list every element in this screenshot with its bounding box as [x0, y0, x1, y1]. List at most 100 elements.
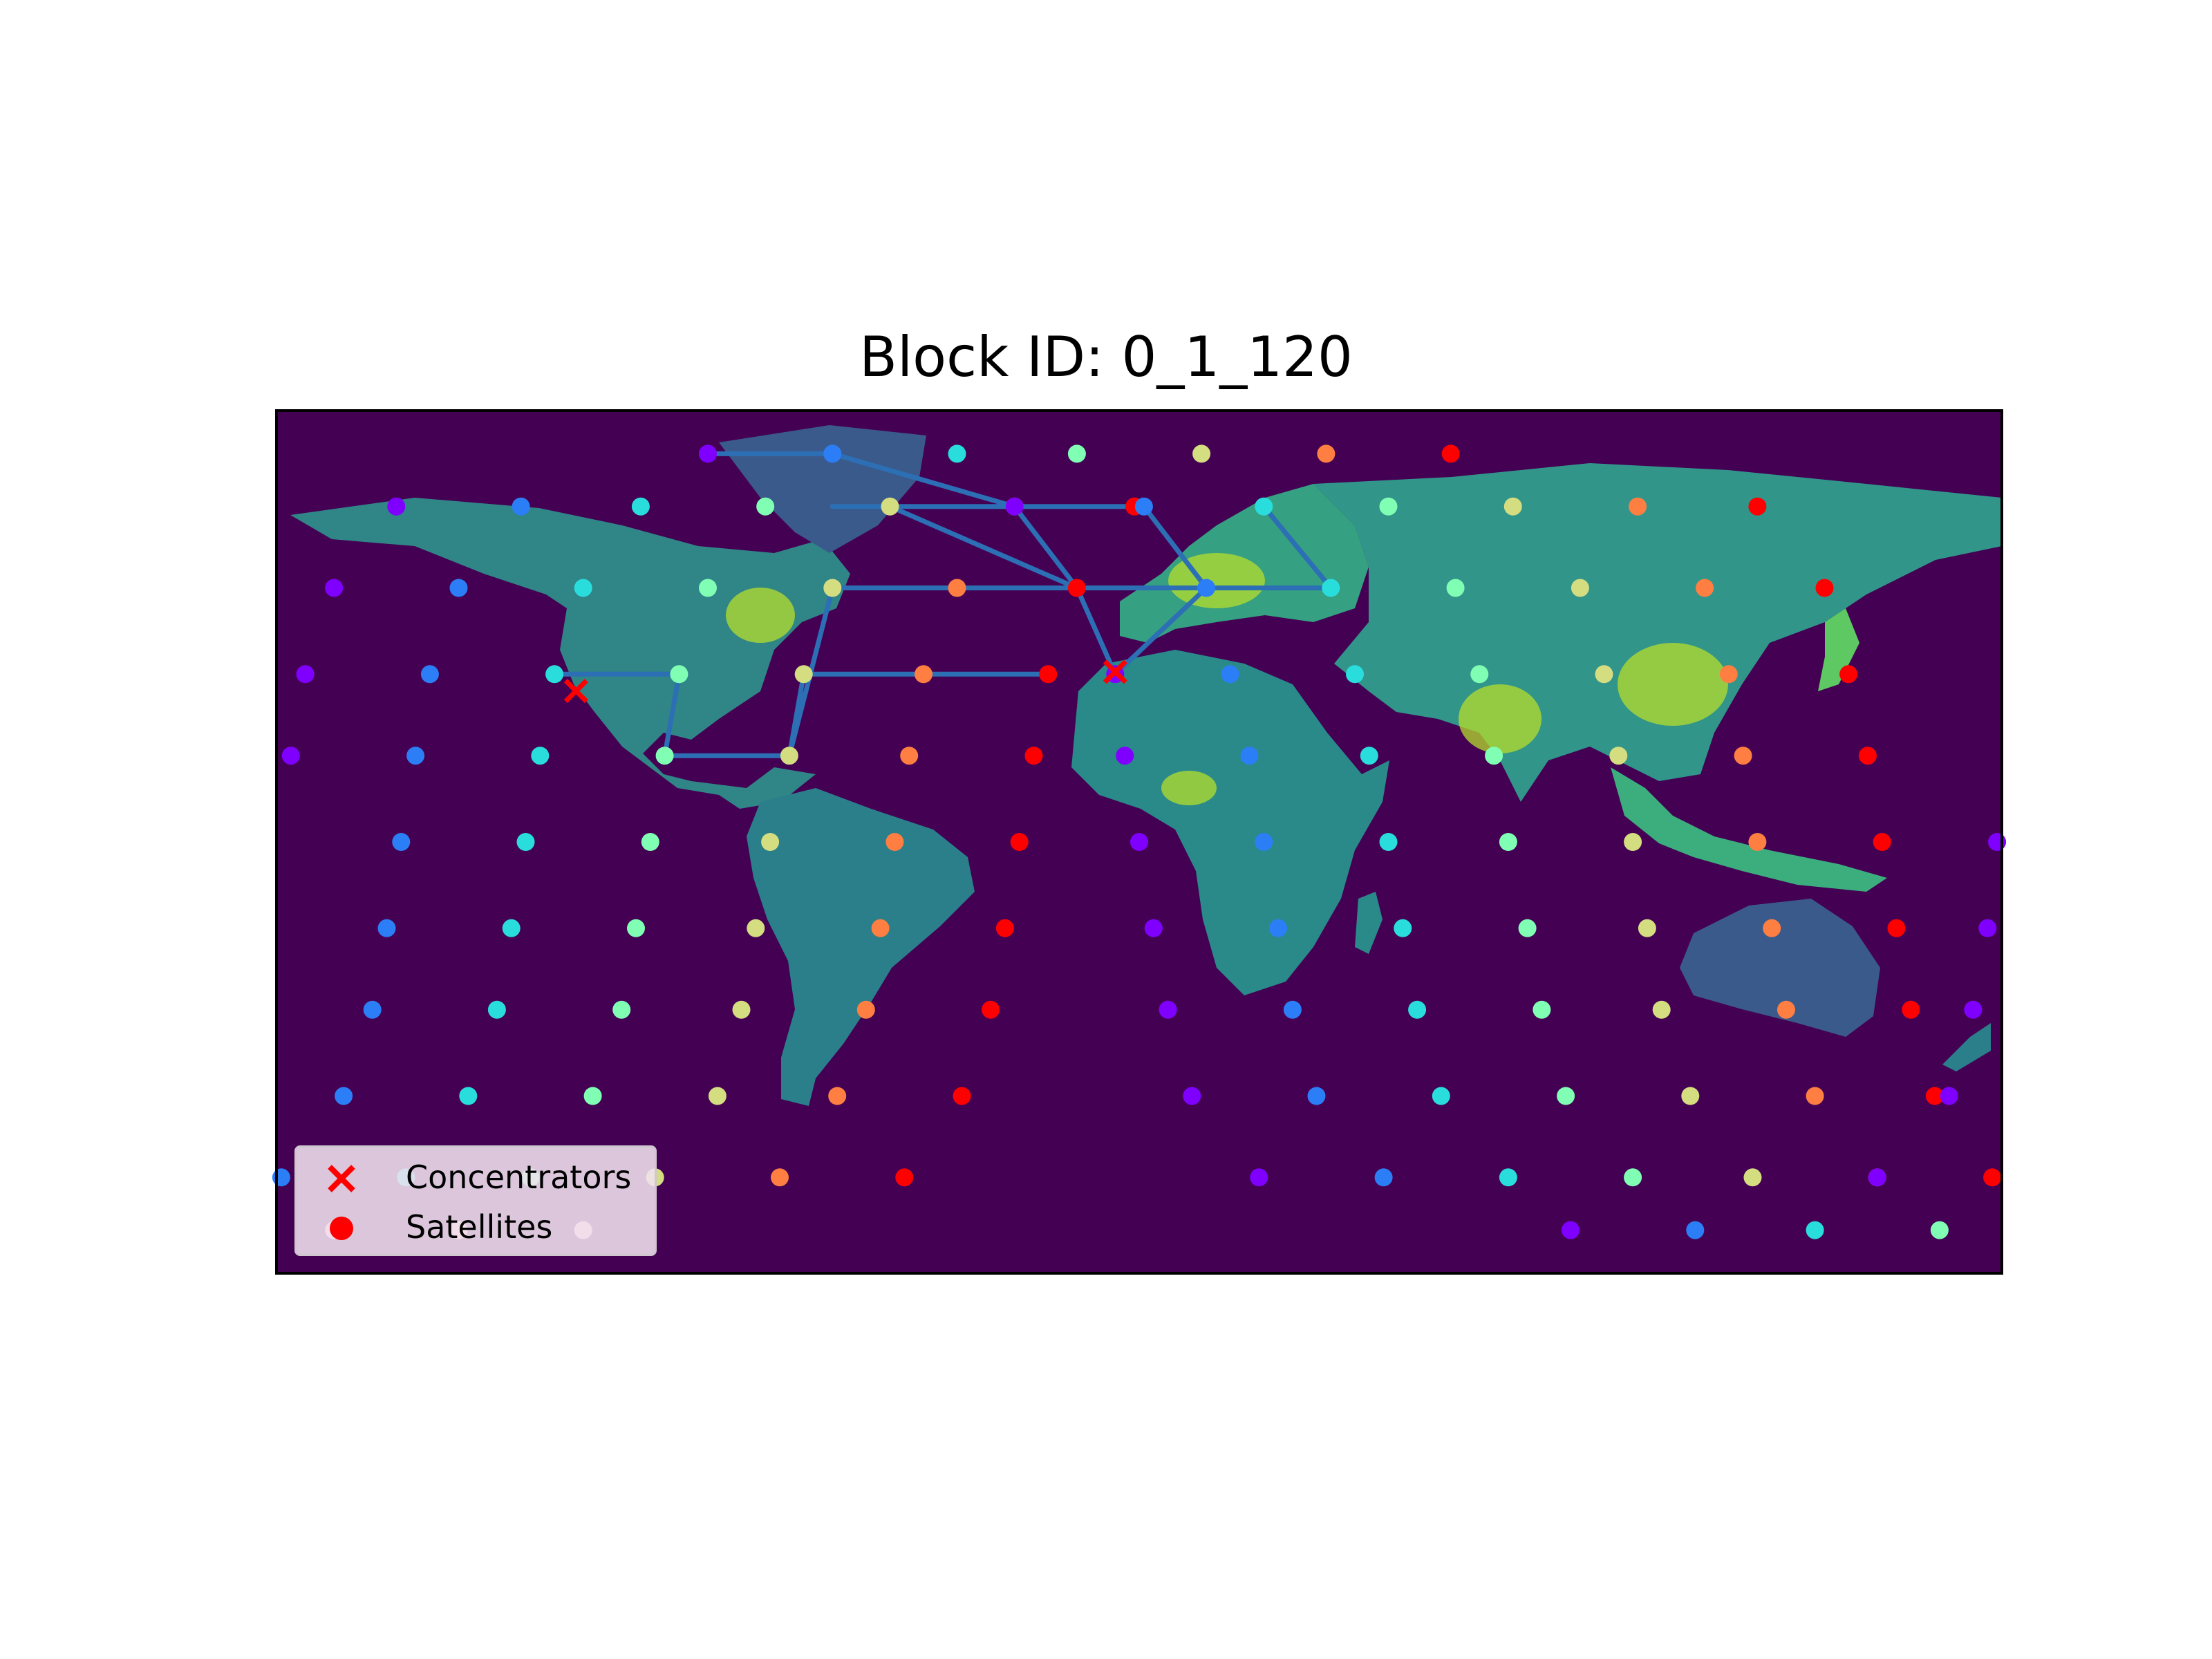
satellite-point-9-8: [1499, 1168, 1517, 1187]
land-australia: [1680, 899, 1880, 1037]
satellite-point-10-5: [1806, 1221, 1824, 1239]
satellite-point-4-9: [1360, 747, 1378, 765]
satellite-point-0-0: [699, 444, 717, 463]
satellite-point-1-7: [1005, 497, 1024, 516]
satellite-point-2-3: [699, 579, 717, 597]
land-new-zealand: [1942, 1023, 1991, 1071]
satellite-point-9-6: [1250, 1168, 1268, 1187]
satellite-point-5-9: [1499, 833, 1517, 851]
satellite-point-10-3: [1562, 1221, 1580, 1239]
satellite-point-1-4: [881, 497, 899, 516]
satellite-point-9-13: [1868, 1168, 1886, 1187]
satellite-point-5-3: [761, 833, 780, 851]
satellite-point-8-6: [1183, 1087, 1201, 1105]
density-china: [1618, 643, 1728, 726]
satellite-point-7-6: [1159, 1000, 1177, 1019]
land-africa: [1071, 650, 1389, 995]
satellite-point-2-12: [1815, 579, 1834, 597]
satellite-point-1-0: [387, 497, 406, 516]
satellite-point-4-3: [655, 747, 674, 765]
satellite-point-6-10: [1638, 919, 1656, 937]
satellite-point-7-2: [612, 1000, 631, 1019]
satellite-point-6-3: [747, 919, 765, 937]
satellite-point-1-1: [512, 497, 530, 516]
satellite-point-4-13: [1858, 747, 1877, 765]
legend: Concentrators Satellites: [294, 1145, 657, 1256]
satellite-point-7-5: [982, 1000, 1000, 1019]
satellite-point-4-11: [1609, 747, 1628, 765]
satellite-point-3-9: [1346, 665, 1364, 684]
density-us-east: [726, 588, 795, 643]
chart-title: Block ID: 0_1_120: [859, 325, 1353, 389]
satellite-point-4-0: [281, 747, 300, 765]
satellite-point-5-1: [516, 833, 535, 851]
satellite-point-8-5: [953, 1087, 971, 1105]
satellite-point-8-3: [708, 1087, 727, 1105]
satellite-point-5-13: [1988, 833, 2007, 851]
satellite-point-3-8: [1221, 665, 1239, 684]
satellite-point-8-13: [1940, 1087, 1958, 1105]
legend-item-concentrators: Concentrators: [297, 1154, 655, 1203]
satellite-point-1-13: [1748, 497, 1767, 516]
satellite-point-3-3: [670, 665, 688, 684]
satellite-point-2-1: [449, 579, 468, 597]
satellite-point-2-7: [1197, 579, 1216, 597]
satellite-point-8-12: [1925, 1087, 1944, 1105]
satellite-point-3-1: [420, 665, 439, 684]
satellite-point-2-9: [1446, 579, 1465, 597]
satellite-point-6-0: [377, 919, 396, 937]
satellite-point-0-4: [1192, 444, 1211, 463]
satellite-point-5-7: [1255, 833, 1273, 851]
satellite-point-7-12: [1902, 1000, 1920, 1019]
satellite-point-0-1: [823, 444, 842, 463]
satellite-point-4-12: [1734, 747, 1752, 765]
satellite-point-0-6: [1441, 444, 1460, 463]
satellite-point-1-10: [1379, 497, 1398, 516]
satellite-point-6-2: [627, 919, 645, 937]
satellite-point-3-13: [1839, 665, 1858, 684]
land-south-america: [747, 788, 975, 1106]
satellite-point-5-8: [1379, 833, 1398, 851]
satellite-point-6-11: [1763, 919, 1781, 937]
satellite-point-7-1: [487, 1000, 506, 1019]
satellite-point-5-11: [1748, 833, 1767, 851]
density-europe: [1168, 553, 1265, 608]
legend-item-satellites: Satellites: [297, 1204, 655, 1253]
satellite-point-8-10: [1681, 1087, 1700, 1105]
satellite-point-3-2: [545, 665, 564, 684]
satellite-point-1-12: [1629, 497, 1647, 516]
legend-dot-marker-icon: [330, 1217, 353, 1240]
satellite-point-9-10: [1743, 1168, 1762, 1187]
satellite-point-2-4: [823, 579, 842, 597]
satellite-point-8-7: [1307, 1087, 1326, 1105]
satellite-point-7-0: [363, 1000, 382, 1019]
satellite-point-2-2: [574, 579, 592, 597]
satellite-point-0-3: [1067, 444, 1086, 463]
satellite-point-10-4: [1686, 1221, 1705, 1239]
satellite-point-7-7: [1283, 1000, 1302, 1019]
satellite-point-9-0: [272, 1168, 290, 1187]
satellite-point-7-8: [1408, 1000, 1427, 1019]
satellite-point-6-1: [502, 919, 521, 937]
satellite-point-6-5: [995, 919, 1014, 937]
satellite-point-6-8: [1394, 919, 1412, 937]
satellite-point-2-0: [325, 579, 344, 597]
satellite-point-7-13: [1964, 1000, 1983, 1019]
satellite-point-3-5: [915, 665, 932, 684]
satellite-point-2-6: [1067, 579, 1086, 597]
satellite-point-9-12: [1983, 1168, 2002, 1187]
satellite-point-2-10: [1571, 579, 1589, 597]
satellite-point-3-11: [1595, 665, 1613, 684]
satellite-point-9-9: [1624, 1168, 1642, 1187]
satellite-point-6-13: [1978, 919, 1997, 937]
satellite-point-9-4: [771, 1168, 789, 1187]
satellite-point-8-11: [1806, 1087, 1824, 1105]
satellite-point-7-9: [1533, 1000, 1551, 1019]
concentrators-layer: [563, 659, 1127, 704]
concentrator-marker-0: [563, 679, 588, 704]
satellite-point-6-9: [1518, 919, 1537, 937]
legend-label-satellites: Satellites: [406, 1208, 553, 1246]
land-madagascar: [1355, 892, 1382, 954]
satellite-point-9-5: [895, 1168, 914, 1187]
satellite-point-1-3: [756, 497, 775, 516]
